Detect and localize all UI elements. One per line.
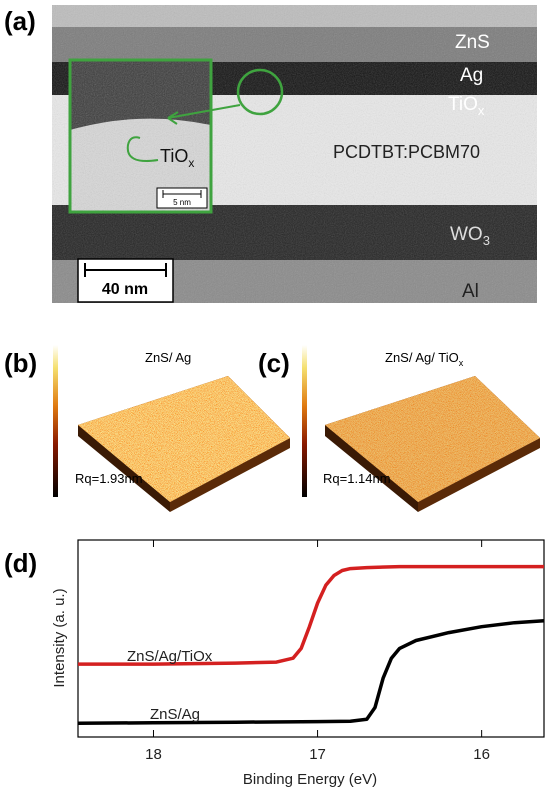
sample-label: ZnS/ Ag/ TiOx <box>385 350 464 368</box>
plot-frame <box>78 540 544 737</box>
x-tick-label: 16 <box>473 746 490 763</box>
series-label: ZnS/Ag <box>150 706 200 723</box>
panel-label: (b) <box>4 348 37 378</box>
scale-label: 40 nm <box>102 281 148 298</box>
roughness-label: Rq=1.93nm <box>75 471 143 486</box>
layer-label: ZnS <box>455 32 490 53</box>
colorbar <box>53 345 58 497</box>
inset-scale-label: 5 nm <box>173 198 191 207</box>
x-tick-label: 18 <box>145 746 162 763</box>
layer-label: Al <box>462 281 479 302</box>
layer-label: Ag <box>460 65 483 86</box>
series-label: ZnS/Ag/TiOx <box>127 648 213 665</box>
x-tick-label: 17 <box>309 746 326 763</box>
panel-label: (c) <box>258 348 290 378</box>
colorbar <box>302 345 307 497</box>
line <box>78 621 544 723</box>
x-axis-label: Binding Energy (eV) <box>243 771 377 788</box>
figure: (a) ZnS Ag TiOx PCDTBT:PCBM70 WO3 Al TiO… <box>0 0 547 793</box>
panel-label: (a) <box>4 6 36 36</box>
panel-label: (d) <box>4 548 37 578</box>
layer-label: PCDTBT:PCBM70 <box>333 142 480 162</box>
roughness-label: Rq=1.14nm <box>323 471 391 486</box>
y-axis-label: Intensity (a. u.) <box>51 588 68 687</box>
sample-label: ZnS/ Ag <box>145 350 191 365</box>
